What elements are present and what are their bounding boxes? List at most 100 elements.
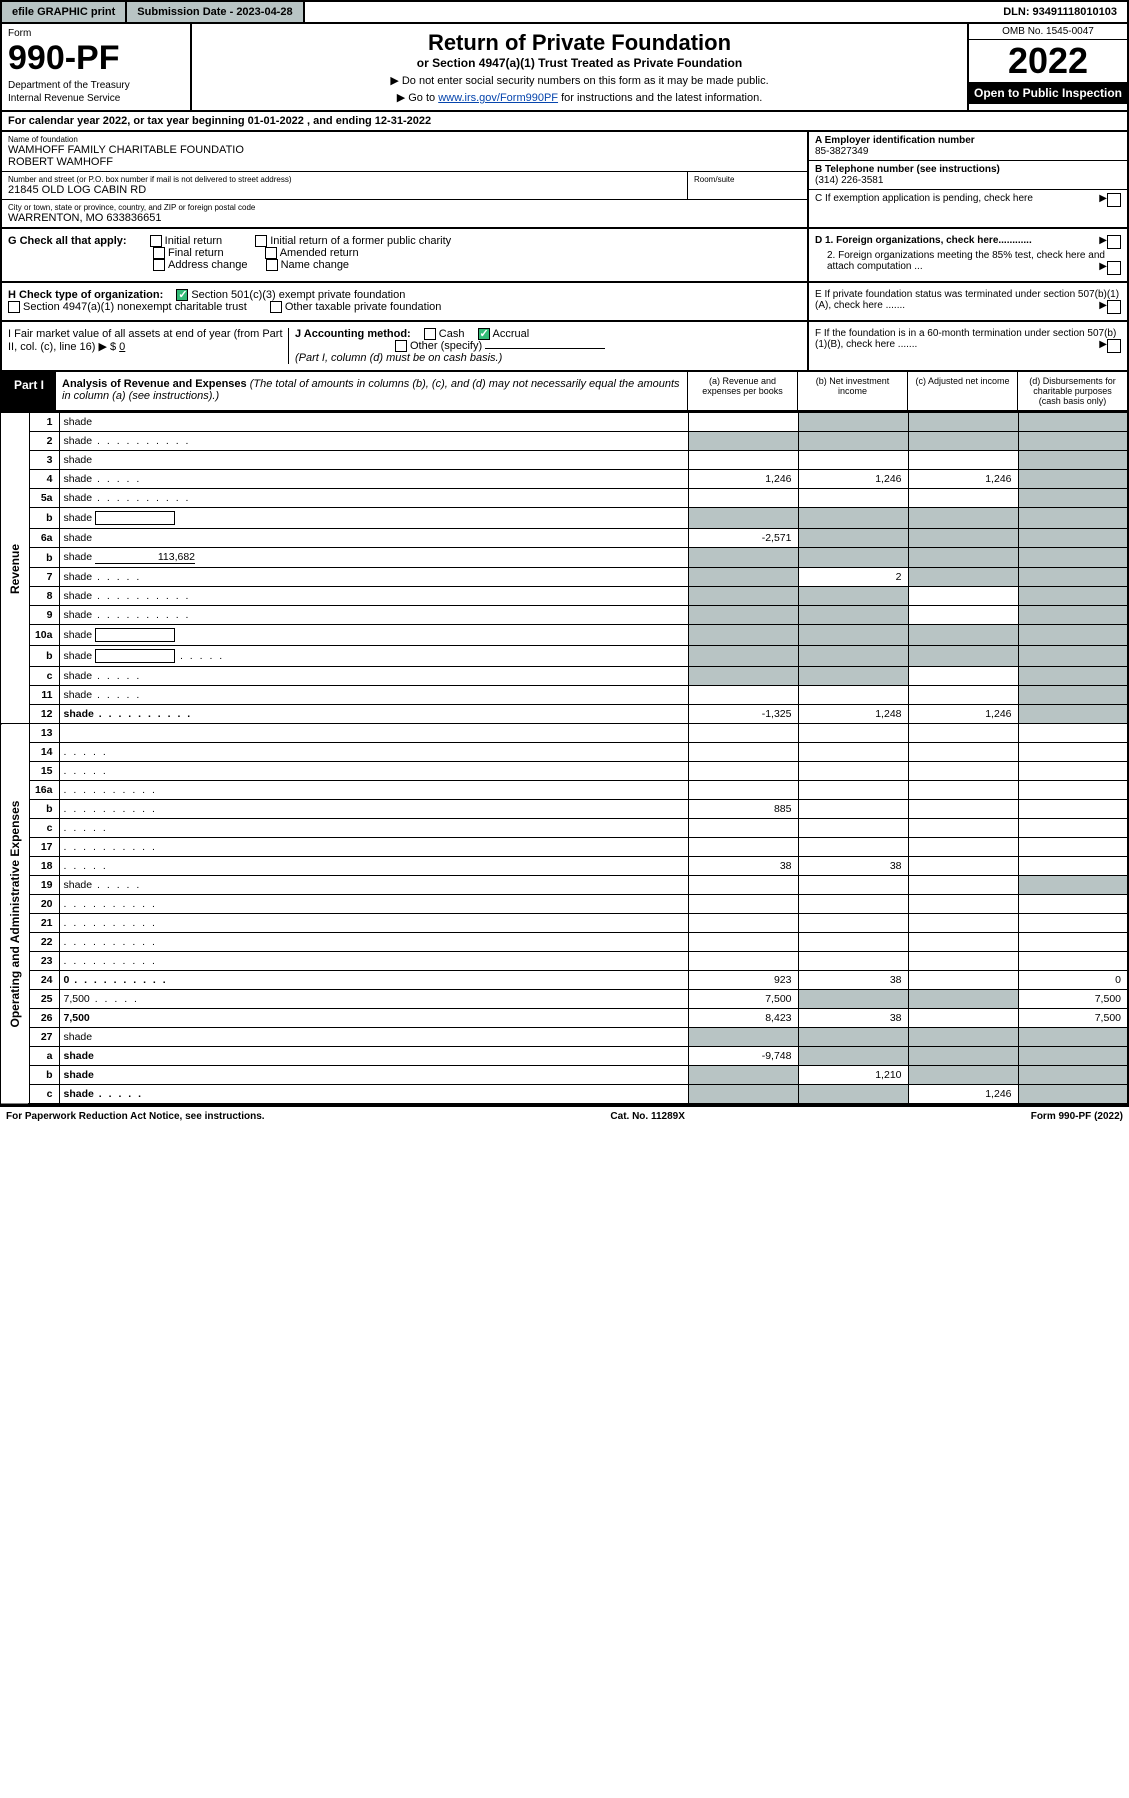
cell-value: -1,325 bbox=[688, 705, 798, 724]
instructions-link[interactable]: www.irs.gov/Form990PF bbox=[438, 92, 558, 104]
row-desc: shade bbox=[59, 470, 688, 489]
cell-value bbox=[688, 933, 798, 952]
row-desc: shade bbox=[59, 1028, 688, 1047]
cell-value bbox=[908, 587, 1018, 606]
cell-shaded bbox=[908, 413, 1018, 432]
table-row: 22 bbox=[1, 933, 1128, 952]
cell-value: 38 bbox=[798, 1009, 908, 1028]
cb-accrual[interactable] bbox=[478, 328, 490, 340]
cb-namechg[interactable] bbox=[266, 259, 278, 271]
d2-checkbox[interactable] bbox=[1107, 261, 1121, 275]
j-note: (Part I, column (d) must be on cash basi… bbox=[295, 352, 502, 364]
table-row: 183838 bbox=[1, 857, 1128, 876]
form-label: Form bbox=[8, 28, 184, 39]
opt-4947: Section 4947(a)(1) nonexempt charitable … bbox=[23, 301, 247, 313]
row-desc bbox=[59, 800, 688, 819]
cell-value bbox=[798, 838, 908, 857]
d1-checkbox[interactable] bbox=[1107, 235, 1121, 249]
cell-value bbox=[798, 743, 908, 762]
table-row: bshade bbox=[1, 646, 1128, 667]
cell-value bbox=[798, 952, 908, 971]
cb-amended[interactable] bbox=[265, 247, 277, 259]
cell-value bbox=[798, 451, 908, 470]
row-num: 3 bbox=[29, 451, 59, 470]
ein-value: 85-3827349 bbox=[815, 146, 1121, 157]
table-row: 4shade1,2461,2461,246 bbox=[1, 470, 1128, 489]
table-row: 11shade bbox=[1, 686, 1128, 705]
cell-shaded bbox=[908, 625, 1018, 646]
g-label: G Check all that apply: bbox=[8, 235, 127, 247]
cell-value bbox=[1018, 819, 1128, 838]
footer-right: Form 990-PF (2022) bbox=[1031, 1111, 1123, 1122]
info-grid: Name of foundation WAMHOFF FAMILY CHARIT… bbox=[0, 132, 1129, 229]
name-label: Name of foundation bbox=[8, 135, 801, 144]
cell-shaded bbox=[1018, 413, 1128, 432]
cell-shaded bbox=[908, 568, 1018, 587]
cell-shaded bbox=[688, 625, 798, 646]
row-desc bbox=[59, 838, 688, 857]
cell-value: 38 bbox=[798, 971, 908, 990]
cb-initial-return[interactable] bbox=[150, 235, 162, 247]
table-row: bshade1,210 bbox=[1, 1066, 1128, 1085]
table-row: 5ashade bbox=[1, 489, 1128, 508]
cell-value bbox=[908, 489, 1018, 508]
cell-shaded bbox=[688, 548, 798, 568]
cell-shaded bbox=[908, 508, 1018, 529]
c-label: C If exemption application is pending, c… bbox=[815, 193, 1033, 204]
row-num: b bbox=[29, 646, 59, 667]
cell-value bbox=[798, 762, 908, 781]
row-num: 10a bbox=[29, 625, 59, 646]
table-row: 19shade bbox=[1, 876, 1128, 895]
cell-shaded bbox=[798, 432, 908, 451]
top-bar: efile GRAPHIC print Submission Date - 20… bbox=[0, 0, 1129, 24]
part1-tab: Part I bbox=[2, 372, 56, 410]
form-number: 990-PF bbox=[8, 39, 184, 78]
cb-other-tax[interactable] bbox=[270, 301, 282, 313]
cell-shaded bbox=[1018, 529, 1128, 548]
h-section: H Check type of organization: Section 50… bbox=[0, 283, 1129, 322]
cb-cash[interactable] bbox=[424, 328, 436, 340]
table-row: 9shade bbox=[1, 606, 1128, 625]
open-inspection: Open to Public Inspection bbox=[969, 82, 1127, 104]
cell-shaded bbox=[1018, 1028, 1128, 1047]
cell-shaded bbox=[908, 646, 1018, 667]
cell-shaded bbox=[908, 1028, 1018, 1047]
cell-value bbox=[688, 413, 798, 432]
cb-other-method[interactable] bbox=[395, 340, 407, 352]
cell-value bbox=[688, 743, 798, 762]
row-num: 15 bbox=[29, 762, 59, 781]
f-checkbox[interactable] bbox=[1107, 339, 1121, 353]
table-row: cshade1,246 bbox=[1, 1085, 1128, 1105]
cb-4947[interactable] bbox=[8, 301, 20, 313]
table-row: 257,5007,5007,500 bbox=[1, 990, 1128, 1009]
form-title: Return of Private Foundation bbox=[198, 30, 961, 56]
table-row: 8shade bbox=[1, 587, 1128, 606]
cb-initial-former[interactable] bbox=[255, 235, 267, 247]
cb-address[interactable] bbox=[153, 259, 165, 271]
cell-value bbox=[1018, 724, 1128, 743]
row-num: 16a bbox=[29, 781, 59, 800]
cell-value: 7,500 bbox=[1018, 990, 1128, 1009]
row-desc: shade bbox=[59, 625, 688, 646]
table-row: 7shade2 bbox=[1, 568, 1128, 587]
cb-final[interactable] bbox=[153, 247, 165, 259]
row-desc: shade bbox=[59, 1047, 688, 1066]
e-checkbox[interactable] bbox=[1107, 300, 1121, 314]
cell-value bbox=[798, 876, 908, 895]
c-checkbox[interactable] bbox=[1107, 193, 1121, 207]
cell-shaded bbox=[908, 432, 1018, 451]
efile-button[interactable]: efile GRAPHIC print bbox=[2, 2, 127, 22]
row-desc bbox=[59, 952, 688, 971]
street-address: 21845 OLD LOG CABIN RD bbox=[8, 184, 681, 196]
opt-other: Other (specify) bbox=[410, 340, 482, 352]
cb-501c3[interactable] bbox=[176, 289, 188, 301]
row-num: a bbox=[29, 1047, 59, 1066]
cell-value: 1,246 bbox=[688, 470, 798, 489]
table-row: Operating and Administrative Expenses13 bbox=[1, 724, 1128, 743]
note2-pre: ▶ Go to bbox=[397, 92, 438, 104]
cell-shaded bbox=[798, 587, 908, 606]
row-num: 13 bbox=[29, 724, 59, 743]
irs-label: Internal Revenue Service bbox=[8, 93, 184, 104]
cell-value bbox=[798, 800, 908, 819]
table-row: 15 bbox=[1, 762, 1128, 781]
